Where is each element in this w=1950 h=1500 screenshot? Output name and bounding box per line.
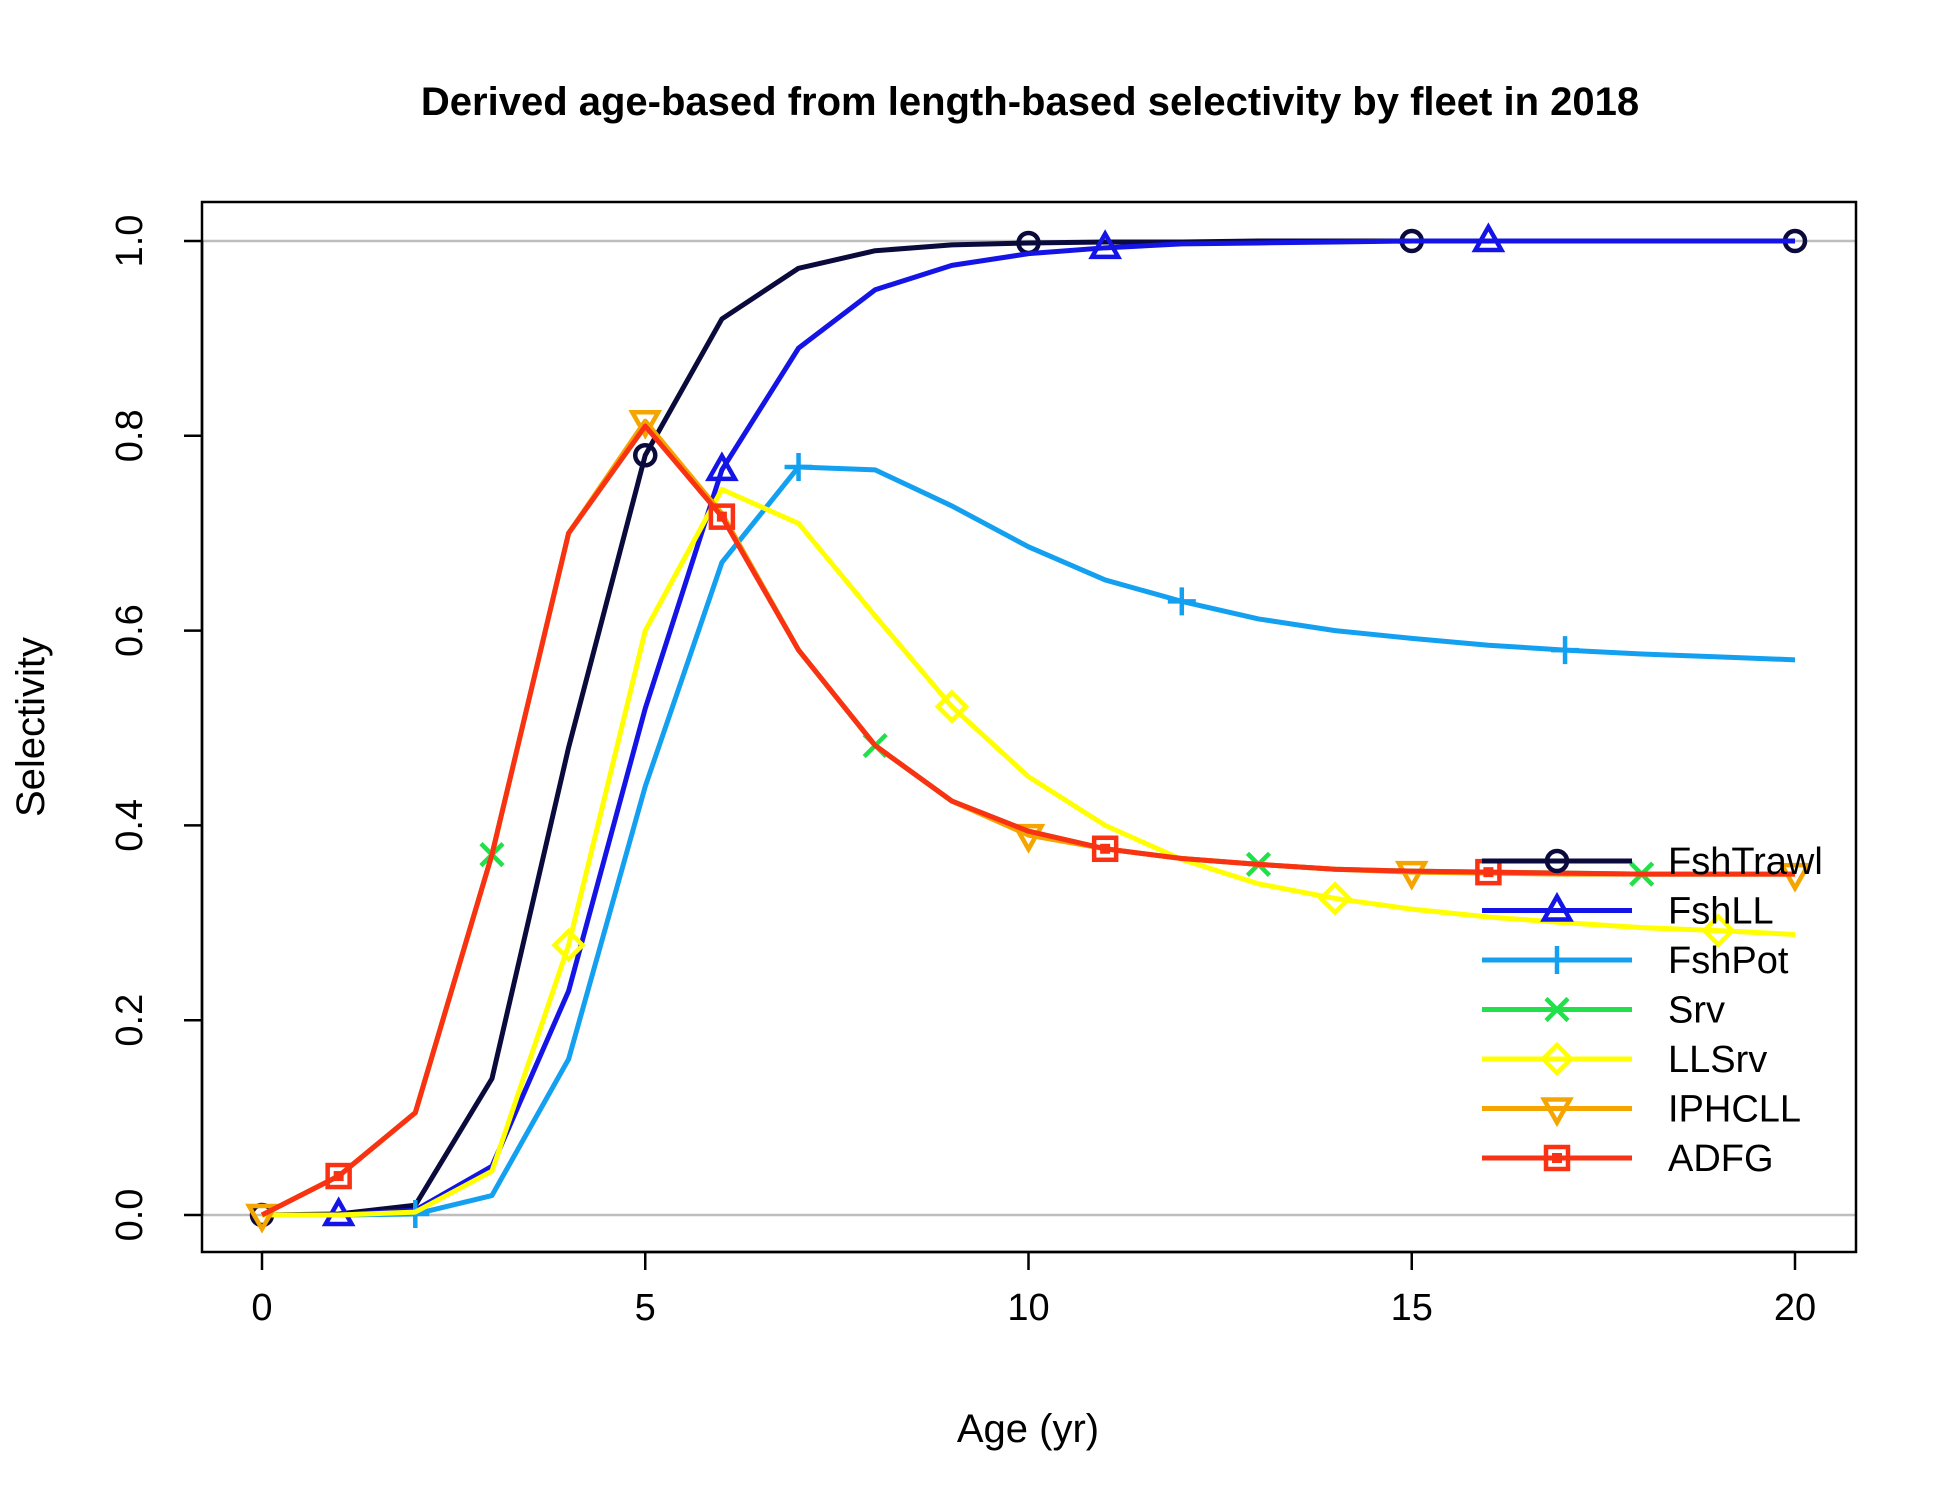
legend-marker <box>1543 1144 1571 1172</box>
plot-frame <box>200 200 1858 1254</box>
data-point <box>628 409 663 440</box>
legend-item-fshpot: FshPot <box>1482 940 1789 982</box>
y-tick-label: 0.8 <box>109 409 151 462</box>
y-tick-label: 0.4 <box>109 799 151 852</box>
legend-label: FshLL <box>1668 891 1774 933</box>
series-layer <box>245 222 1812 1234</box>
legend-item-fshtrawl: FshTrawl <box>1482 841 1823 883</box>
data-point <box>1471 222 1506 253</box>
x-axis: 0 5 10 15 20 <box>251 1250 1816 1329</box>
series-fshtrawl <box>249 228 1808 1228</box>
data-point-fill <box>1100 843 1111 854</box>
x-axis-label: Age (yr) <box>957 1407 1099 1451</box>
x-tick-label: 15 <box>1391 1287 1433 1329</box>
x-tick-label: 0 <box>251 1287 272 1329</box>
legend-item-srv: Srv <box>1482 990 1725 1032</box>
data-point <box>633 443 658 468</box>
y-tick-label: 0.2 <box>109 994 151 1047</box>
series-line-fshtrawl <box>261 238 1795 1218</box>
data-point <box>1701 913 1736 948</box>
x-tick-label: 10 <box>1007 1287 1049 1329</box>
series-line-iphcll <box>260 418 1795 1218</box>
legend-marker <box>1544 848 1570 874</box>
series-line-llsrv <box>262 486 1796 1218</box>
data-point-fill <box>333 1171 344 1182</box>
legend-label: FshTrawl <box>1668 841 1823 883</box>
data-point <box>325 1162 352 1190</box>
y-tick-label: 1.0 <box>109 215 151 268</box>
data-point <box>934 689 970 724</box>
legend-marker <box>1540 891 1574 922</box>
series-llsrv <box>262 486 1796 1218</box>
series-line-fshpot <box>262 464 1796 1218</box>
data-point <box>551 928 586 963</box>
x-tick-label: 20 <box>1774 1287 1816 1329</box>
legend: FshTrawl FshLL FshPot Srv LLSrv IPHCLL ADFG <box>1482 841 1823 1180</box>
legend-item-iphcll: IPHCLL <box>1482 1089 1801 1131</box>
data-point <box>1091 835 1119 863</box>
x-tick-label: 5 <box>635 1287 656 1329</box>
data-point <box>784 452 813 481</box>
data-point <box>1317 881 1353 916</box>
series-fshpot <box>262 452 1796 1229</box>
legend-label: Srv <box>1668 990 1725 1032</box>
legend-item-adfg: ADFG <box>1482 1138 1774 1180</box>
data-point <box>705 451 739 482</box>
y-axis: 0.0 0.2 0.4 0.6 0.8 1.0 <box>109 215 204 1242</box>
data-point <box>1394 860 1429 891</box>
legend-marker-fill <box>1552 1153 1562 1163</box>
data-point <box>708 503 736 530</box>
data-point <box>1088 229 1123 260</box>
legend-marker <box>1544 996 1570 1023</box>
legend-marker <box>1540 1097 1574 1128</box>
data-point <box>1011 823 1046 854</box>
legend-marker <box>1539 1041 1575 1077</box>
legend-label: LLSrv <box>1668 1039 1767 1081</box>
legend-item-llsrv: LLSrv <box>1482 1039 1767 1081</box>
series-adfg <box>260 423 1795 1218</box>
data-point-fill <box>716 511 727 522</box>
series-line-adfg <box>260 423 1795 1218</box>
data-point <box>1167 587 1196 616</box>
y-axis-label: Selectivity <box>9 637 53 817</box>
legend-label: IPHCLL <box>1668 1089 1801 1131</box>
y-tick-label: 0.6 <box>109 604 151 657</box>
data-point <box>245 1203 279 1234</box>
data-point-fill <box>1483 867 1494 878</box>
series-line-fshll <box>262 238 1795 1218</box>
legend-item-fshll: FshLL <box>1482 891 1774 933</box>
legend-label: ADFG <box>1668 1138 1774 1180</box>
legend-label: FshPot <box>1668 940 1789 982</box>
chart-title: Derived age-based from length-based sele… <box>421 80 1639 124</box>
reference-lines <box>202 239 1856 1217</box>
data-point <box>1551 636 1580 665</box>
legend-marker <box>1543 946 1571 974</box>
y-tick-label: 0.0 <box>109 1189 151 1242</box>
